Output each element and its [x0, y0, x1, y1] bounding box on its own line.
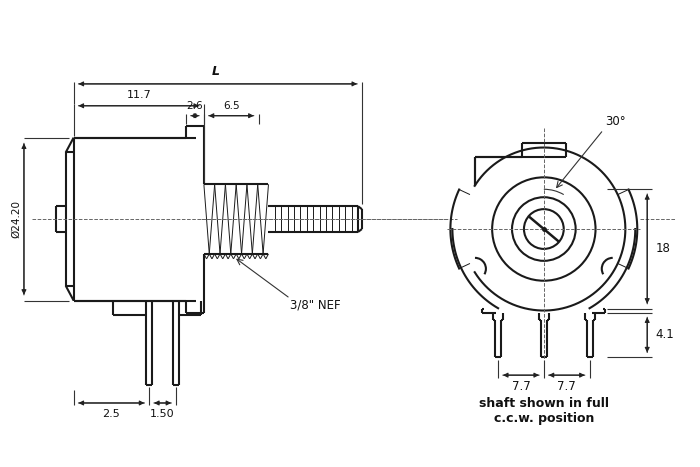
Text: 7.7: 7.7 — [557, 380, 576, 393]
Text: 18: 18 — [655, 242, 670, 255]
Text: 6.5: 6.5 — [223, 101, 240, 111]
Text: shaft shown in full
c.c.w. position: shaft shown in full c.c.w. position — [479, 397, 609, 425]
Text: 4.1: 4.1 — [655, 328, 674, 341]
Text: 7.7: 7.7 — [512, 380, 531, 393]
Text: 2.5: 2.5 — [103, 409, 120, 419]
Text: 1.50: 1.50 — [150, 409, 175, 419]
Text: 30°: 30° — [606, 114, 626, 127]
Text: 2.6: 2.6 — [187, 101, 203, 111]
Text: L: L — [212, 65, 220, 78]
Text: 3/8" NEF: 3/8" NEF — [290, 298, 341, 311]
Text: Ø24.20: Ø24.20 — [11, 200, 21, 238]
Text: 11.7: 11.7 — [127, 90, 151, 100]
